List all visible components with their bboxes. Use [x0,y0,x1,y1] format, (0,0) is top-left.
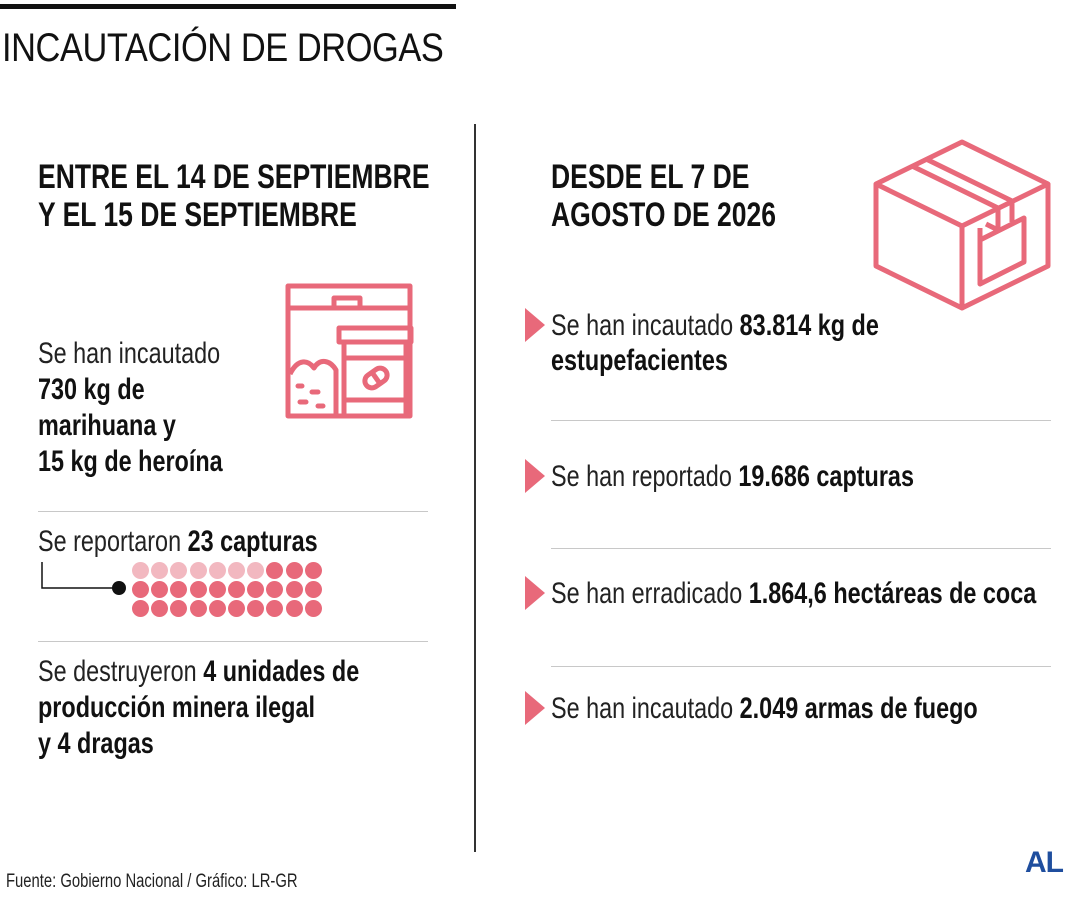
capture-dot [208,600,226,618]
capture-dot [208,562,226,579]
destroyed-line1: Se destruyeron 4 unidades de [38,654,359,690]
right-item-1-line2: estupefacientes [551,344,728,377]
captures-bold: 23 capturas [187,525,318,558]
arrow-icon [525,459,545,493]
captures-leader [41,562,126,595]
capture-dot [228,581,245,599]
right-item-1: Se han incautado 83.814 kg de [551,308,879,344]
capture-dot [132,581,149,599]
right-separator-2 [551,548,1051,549]
destroyed-line2: producción minera ilegal [38,691,315,724]
destroyed-prefix: Se destruyeron [38,655,204,688]
right-item-2: Se han reportado 19.686 capturas [551,459,914,495]
brand-logo: AL [1025,846,1064,879]
seizure-line2: 730 kg de [38,373,145,406]
capture-dot [304,600,322,618]
capture-dot [151,600,169,618]
capture-dot [132,600,149,618]
captures-text: Se reportaron 23 capturas [38,524,318,560]
capture-dot [189,562,207,579]
right-item-3: Se han erradicado 1.864,6 hectáreas de c… [551,576,1036,612]
capture-dot [304,581,322,599]
capture-dot [208,581,226,599]
captures-prefix: Se reportaron [38,525,188,558]
capture-dot [170,581,188,599]
right-item-4-prefix: Se han incautado [551,692,740,725]
right-item-2-bold: 19.686 capturas [738,460,914,493]
arrow-icon [525,308,545,342]
capture-dot [285,562,303,579]
capture-dot [247,600,265,618]
capture-dot [285,600,303,618]
capture-dot [247,562,265,579]
page-title: INCAUTACIÓN DE DROGAS [2,26,444,70]
capture-dot [170,562,188,579]
capture-dot [132,562,149,579]
right-item-2-prefix: Se han reportado [551,460,739,493]
right-separator-1 [551,420,1051,421]
top-rule [0,4,456,9]
right-item-4: Se han incautado 2.049 armas de fuego [551,691,978,727]
seizure-line3: marihuana y [38,409,176,442]
capture-dot [266,562,284,579]
arrow-icon [525,576,545,610]
left-separator-1 [38,511,428,512]
right-item-1-bold: 83.814 kg de [739,309,879,342]
source-credit: Fuente: Gobierno Nacional / Gráfico: LR-… [6,871,298,892]
arrow-icon [525,691,545,725]
box-icon [873,139,1051,311]
drug-container-icon [285,283,414,419]
seizure-line4: 15 kg de heroína [38,445,223,478]
seizure-line1: Se han incautado [38,337,221,370]
right-item-3-prefix: Se han erradicado [551,577,749,610]
column-divider [474,124,476,852]
right-item-3-bold: 1.864,6 hectáreas de coca [748,577,1037,610]
right-item-1-prefix: Se han incautado [551,309,740,342]
left-heading-line2: Y EL 15 DE SEPTIEMBRE [38,196,357,234]
capture-dot [151,562,169,579]
capture-dot [228,600,245,618]
capture-dot [151,581,169,599]
capture-dot [228,562,245,579]
left-heading-line1: ENTRE EL 14 DE SEPTIEMBRE [38,158,430,196]
capture-dot [304,562,322,579]
capture-dot [285,581,303,599]
capture-dot [189,581,207,599]
capture-dot [189,600,207,618]
capture-dot [266,581,284,599]
right-heading-line1: DESDE EL 7 DE [551,158,750,196]
capture-dot [266,600,284,618]
right-heading-line2: AGOSTO DE 2026 [551,196,777,234]
right-item-4-bold: 2.049 armas de fuego [739,692,978,725]
capture-dot [170,600,188,618]
capture-dot [247,581,265,599]
destroyed-line3: y 4 dragas [38,727,154,760]
captures-dot-grid [132,562,324,620]
right-separator-3 [551,666,1051,667]
destroyed-bold1: 4 unidades de [203,655,360,688]
left-separator-2 [38,641,428,642]
